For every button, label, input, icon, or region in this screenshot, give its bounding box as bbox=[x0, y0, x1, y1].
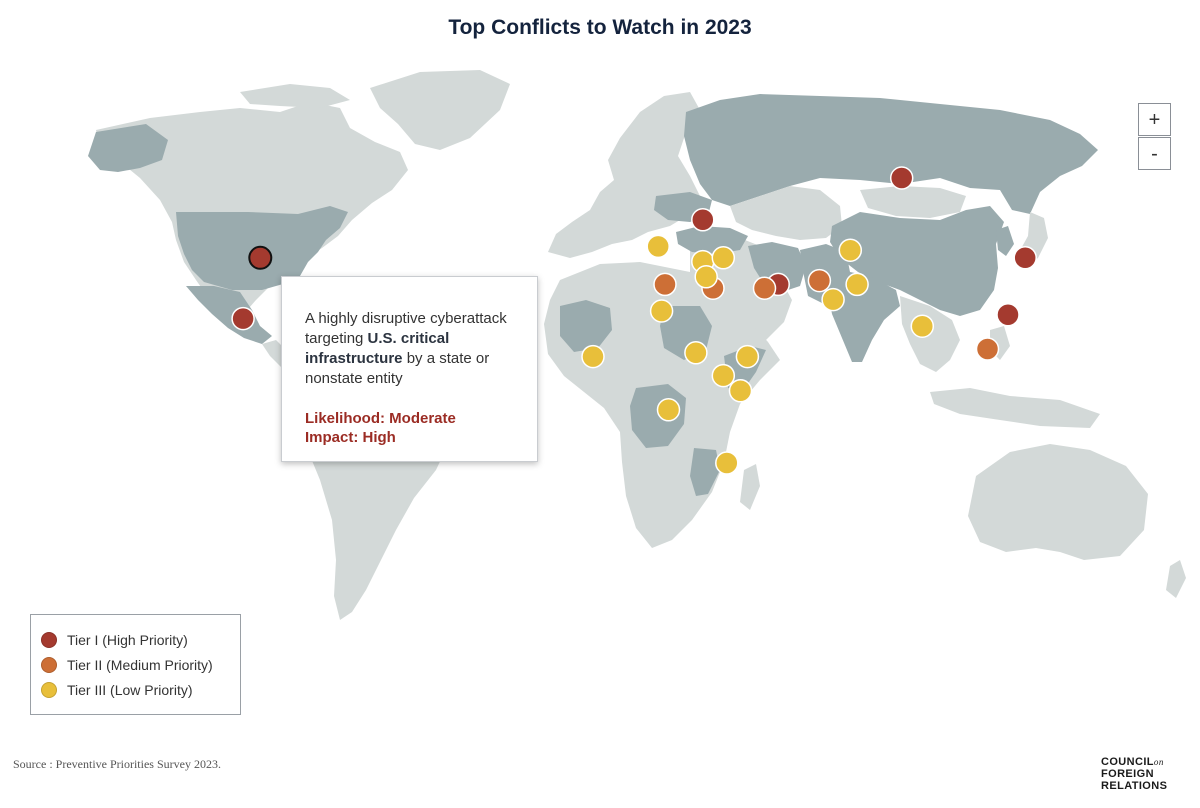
legend-label: Tier II (Medium Priority) bbox=[67, 656, 213, 673]
land-madagascar bbox=[740, 464, 760, 510]
land-india bbox=[828, 270, 900, 362]
cfr-logo[interactable]: COUNCILon FOREIGN RELATIONS bbox=[1101, 756, 1167, 792]
conflict-marker-balkans[interactable] bbox=[646, 234, 670, 259]
land-turkey bbox=[676, 226, 748, 254]
land-australia bbox=[968, 444, 1148, 560]
tooltip-description: A highly disruptive cyberattack targetin… bbox=[305, 309, 517, 389]
tooltip-likelihood: Likelihood: Moderate bbox=[305, 410, 456, 427]
conflict-marker-sahel[interactable] bbox=[581, 344, 605, 369]
conflict-marker-dr-congo[interactable] bbox=[656, 398, 681, 422]
land-russia bbox=[684, 94, 1098, 214]
tooltip-text-b: by a state or nonstate entity bbox=[305, 350, 490, 387]
conflict-marker-kyrgyzstan[interactable] bbox=[838, 238, 863, 262]
legend: Tier I (High Priority) Tier II (Medium P… bbox=[30, 614, 241, 715]
land-new-zealand bbox=[1166, 560, 1186, 598]
tier3-dot-icon bbox=[41, 681, 57, 698]
tier1-dot-icon bbox=[41, 631, 57, 648]
land-mongolia bbox=[860, 186, 966, 218]
conflict-marker-kashmir[interactable] bbox=[845, 272, 869, 297]
land-layer bbox=[88, 70, 1186, 620]
conflict-marker-taiwan[interactable] bbox=[996, 303, 1020, 327]
land-central-asia bbox=[730, 186, 842, 240]
conflict-marker-lebanon[interactable] bbox=[694, 265, 718, 289]
land-korea bbox=[996, 226, 1014, 256]
legend-label: Tier III (Low Priority) bbox=[67, 681, 193, 698]
zoom-in-button[interactable]: + bbox=[1138, 103, 1171, 136]
legend-item-tier1: Tier I (High Priority) bbox=[41, 627, 240, 652]
land-greenland bbox=[370, 70, 510, 150]
land-china bbox=[830, 206, 1004, 316]
tooltip-text-a: A highly disruptive cyberattack targetin… bbox=[305, 310, 507, 347]
logo-on: on bbox=[1153, 757, 1164, 767]
conflict-marker-pakistan[interactable] bbox=[821, 287, 845, 312]
legend-label: Tier I (High Priority) bbox=[67, 631, 188, 648]
conflict-marker-korean-peninsula[interactable] bbox=[1013, 246, 1037, 270]
conflict-marker-caucasus[interactable] bbox=[711, 246, 736, 270]
land-mali bbox=[560, 300, 612, 352]
logo-line2: FOREIGN bbox=[1101, 768, 1154, 780]
logo-line1: COUNCIL bbox=[1101, 756, 1154, 768]
conflict-marker-sudan[interactable] bbox=[684, 341, 708, 365]
conflict-marker-myanmar[interactable] bbox=[910, 314, 935, 338]
conflict-marker-mozambique[interactable] bbox=[715, 451, 739, 475]
logo-line3: RELATIONS bbox=[1101, 780, 1168, 792]
conflict-marker-libya[interactable] bbox=[653, 272, 677, 297]
tier2-dot-icon bbox=[41, 656, 57, 673]
legend-item-tier2: Tier II (Medium Priority) bbox=[41, 652, 240, 677]
page-title: Top Conflicts to Watch in 2023 bbox=[448, 16, 752, 39]
land-arctic-islands bbox=[240, 84, 350, 108]
source-note: Source : Preventive Priorities Survey 20… bbox=[13, 757, 221, 771]
land-mexico bbox=[186, 286, 272, 344]
conflict-marker-mexico[interactable] bbox=[231, 306, 255, 331]
conflict-marker-ethiopia[interactable] bbox=[711, 363, 736, 388]
land-mozambique bbox=[690, 448, 720, 496]
conflict-marker-russia[interactable] bbox=[889, 166, 914, 190]
legend-item-tier3: Tier III (Low Priority) bbox=[41, 677, 240, 702]
conflict-marker-ukraine[interactable] bbox=[691, 208, 715, 232]
conflict-marker-somalia[interactable] bbox=[728, 379, 753, 403]
conflict-marker-egypt[interactable] bbox=[649, 299, 674, 323]
conflict-marker-afghanistan[interactable] bbox=[807, 268, 832, 293]
conflict-marker-south-china-sea[interactable] bbox=[975, 337, 1000, 361]
conflict-tooltip: A highly disruptive cyberattack targetin… bbox=[281, 276, 538, 462]
conflict-marker-yemen[interactable] bbox=[735, 344, 760, 369]
land-europe bbox=[548, 92, 700, 258]
land-indonesia bbox=[930, 388, 1100, 428]
conflict-marker-gulf[interactable] bbox=[752, 276, 777, 300]
marker-layer bbox=[231, 166, 1037, 475]
conflict-marker-united-states[interactable] bbox=[248, 245, 273, 270]
tooltip-bold-text: U.S. critical infrastructure bbox=[305, 330, 450, 367]
zoom-out-button[interactable]: - bbox=[1138, 137, 1171, 170]
land-alaska bbox=[88, 124, 168, 172]
tooltip-impact: Impact: High bbox=[305, 429, 396, 446]
